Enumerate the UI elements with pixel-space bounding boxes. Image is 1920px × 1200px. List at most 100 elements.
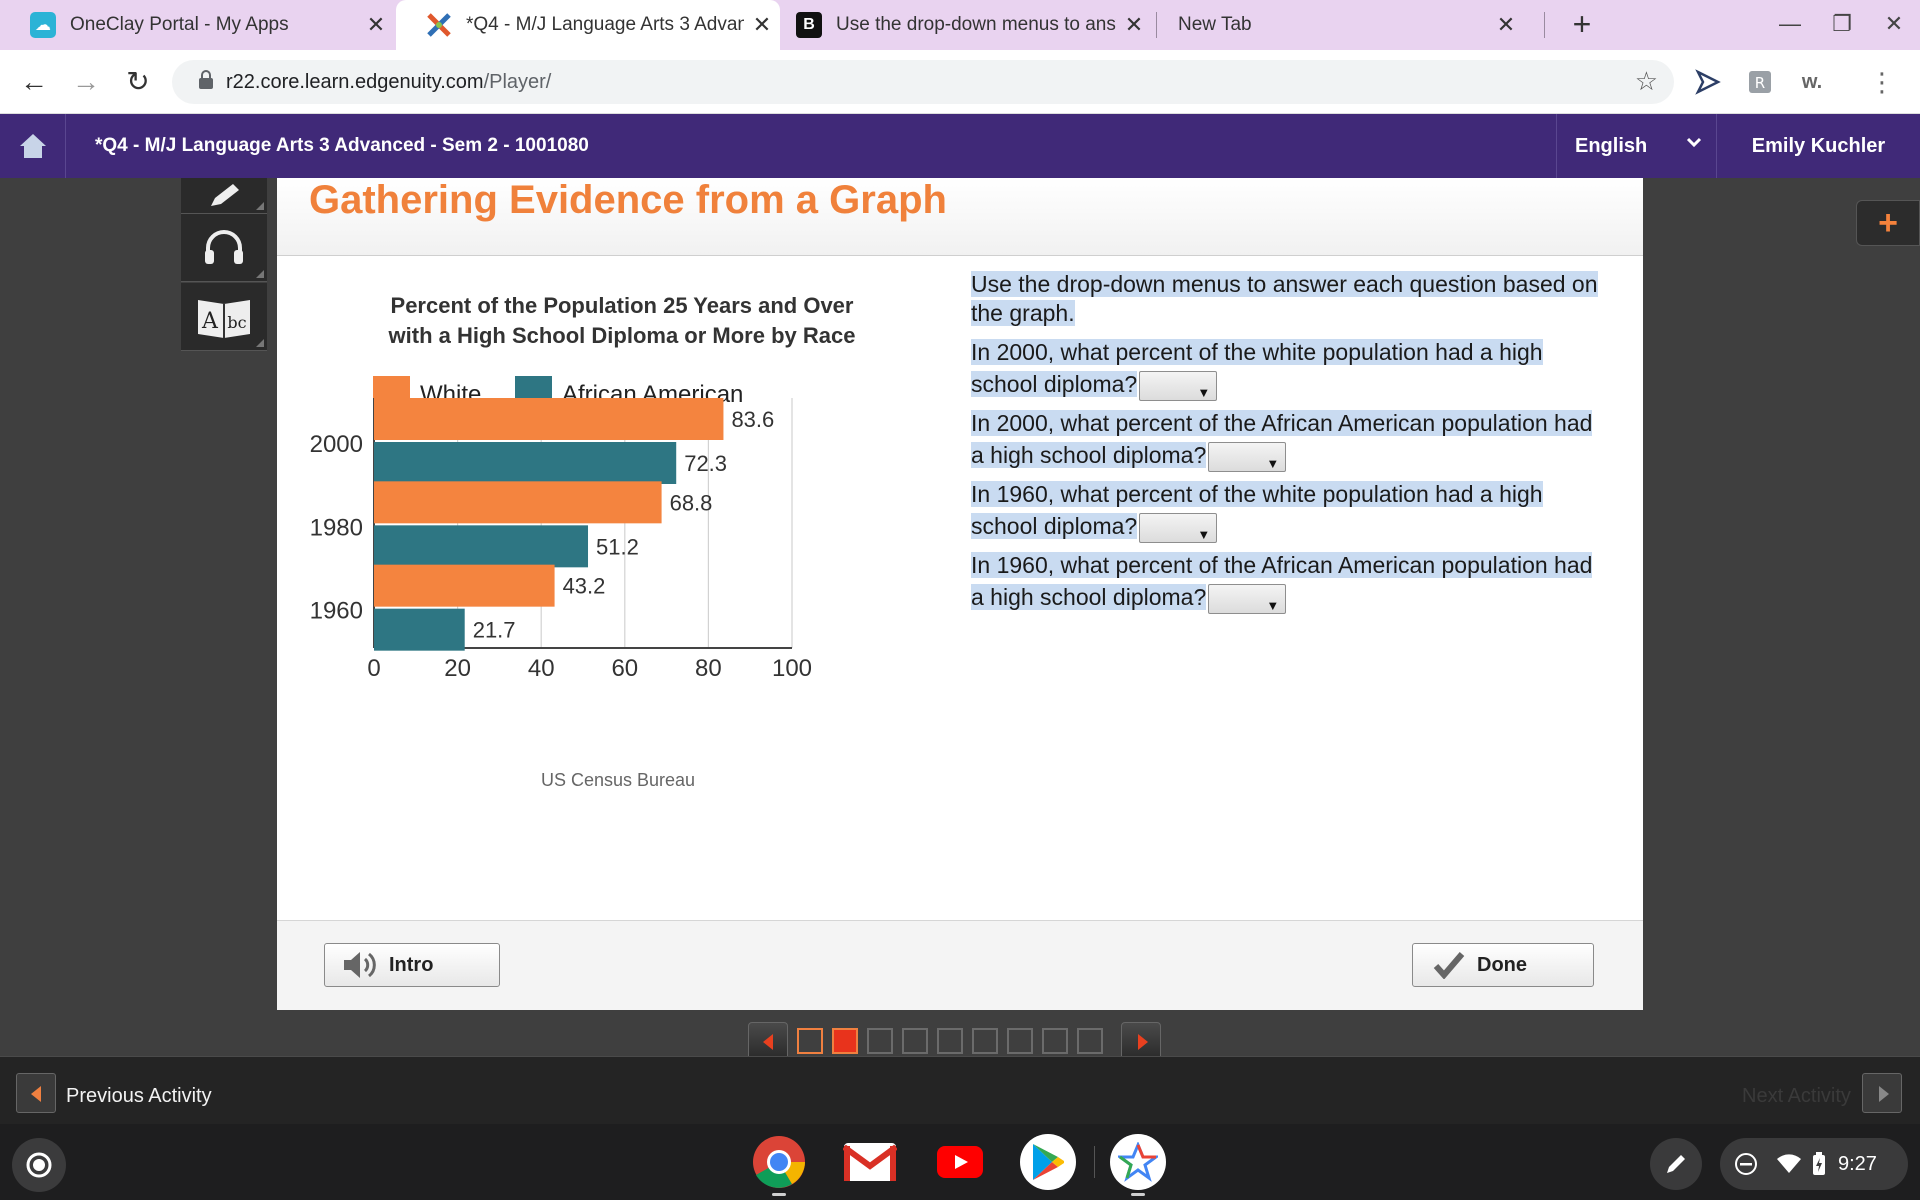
extension-send-icon[interactable] [1690,64,1726,100]
bar-1960-white [374,564,555,607]
play-store-app-icon[interactable] [1020,1134,1076,1190]
chart-title-line-2: with a High School Diploma or More by Ra… [388,323,856,348]
audio-tool-button[interactable] [181,214,267,282]
home-button[interactable] [0,114,66,178]
page-box-9[interactable] [1077,1028,1103,1054]
previous-activity-label[interactable]: Previous Activity [66,1085,212,1107]
lesson-footer: Intro Done [277,920,1643,1010]
stylus-tools-button[interactable] [1650,1138,1702,1190]
page-box-4[interactable] [902,1028,928,1054]
page-box-6[interactable] [972,1028,998,1054]
cloud-icon: ☁ [30,12,56,38]
tab-oneclay[interactable]: ☁ OneClay Portal - My Apps ✕ [0,0,394,50]
browser-toolbar: ← → ↻ r22.core.learn.edgenuity.com/Playe… [0,50,1920,114]
extension-puzzle-icon[interactable]: R [1742,64,1778,100]
page-box-7[interactable] [1007,1028,1033,1054]
next-activity-label: Next Activity [1742,1085,1851,1107]
arrow-right-icon [1138,1034,1148,1050]
back-icon[interactable]: ← [20,66,48,97]
bar-1980-white [374,481,662,524]
forward-icon[interactable]: → [72,66,100,97]
bar-value-label: 72.3 [684,451,727,476]
tab-new-tab[interactable]: New Tab ✕ [1162,0,1524,50]
page-boxes [788,1028,1103,1054]
course-header: *Q4 - M/J Language Arts 3 Advanced - Sem… [0,114,1920,178]
pencil-tool-button[interactable] [181,178,267,214]
tab-title: New Tab [1178,14,1252,35]
tab-close-icon[interactable]: ✕ [1496,12,1516,37]
page-box-2[interactable] [832,1028,858,1054]
bar-value-label: 21.7 [473,618,516,643]
page-title: Gathering Evidence from a Graph [309,178,947,222]
window-close-icon[interactable]: ✕ [1884,11,1904,36]
arrow-right-icon [1879,1086,1889,1102]
x-tick-label: 20 [444,655,471,682]
restore-icon[interactable]: ❐ [1832,11,1852,36]
wifi-icon [1776,1153,1802,1175]
tab-title: Use the drop-down menus to answer each q… [836,14,1116,35]
running-indicator [1131,1193,1145,1196]
instructions-text: Use the drop-down menus to answer each q… [971,271,1598,326]
tab-edgenuity[interactable]: *Q4 - M/J Language Arts 3 Advanced ✕ [396,0,780,50]
launcher-button[interactable] [12,1138,66,1192]
url-path: /Player/ [483,70,552,93]
chrome-app-icon[interactable] [751,1134,807,1190]
answer-dropdown-4[interactable] [1208,583,1287,622]
question-3: In 1960, what percent of the white popul… [971,478,1611,551]
home-icon [19,134,46,158]
bookmark-star-icon[interactable]: ☆ [1634,66,1658,96]
answer-dropdown-3[interactable] [1139,512,1218,551]
launcher-circle-icon [26,1152,52,1178]
chart-category-labels: 2000 1980 1960 [310,431,363,625]
x-tick-label: 60 [611,655,638,682]
url-text: r22.core.learn.edgenuity.com/Player/ [226,71,551,94]
youtube-app-icon[interactable] [932,1134,988,1190]
svg-text:bc: bc [227,313,246,332]
tab-close-icon[interactable]: ✕ [752,12,772,37]
next-page-button[interactable] [1121,1022,1161,1060]
status-tray[interactable]: 9:27 [1720,1138,1908,1190]
intro-button[interactable]: Intro [324,943,500,987]
bar-value-label: 43.2 [563,574,606,599]
os-shelf: 9:27 [0,1124,1920,1200]
lesson-frame: Gathering Evidence from a Graph Percent … [277,178,1643,1010]
tab-title: *Q4 - M/J Language Arts 3 Advanced [466,14,744,35]
svg-text:A: A [201,309,219,334]
activity-bar: Previous Activity Next Activity [0,1056,1920,1124]
bar-value-label: 51.2 [596,534,639,559]
speaker-icon [344,952,376,978]
minimize-icon[interactable]: — [1779,11,1801,36]
question-2: In 2000, what percent of the African Ame… [971,407,1611,480]
reload-icon[interactable]: ↻ [126,66,150,97]
gmail-app-icon[interactable] [842,1134,898,1190]
answer-dropdown-1[interactable] [1139,370,1218,409]
checkmark-icon [1433,952,1465,979]
done-button[interactable]: Done [1412,943,1594,987]
page-box-3[interactable] [867,1028,893,1054]
question-1: In 2000, what percent of the white popul… [971,336,1611,409]
page-box-8[interactable] [1042,1028,1068,1054]
prev-page-button[interactable] [748,1022,788,1060]
browser-menu-icon[interactable]: ⋮ [1869,66,1895,97]
user-name[interactable]: Emily Kuchler [1716,114,1920,178]
page-box-5[interactable] [937,1028,963,1054]
tab-close-icon[interactable]: ✕ [1124,12,1144,37]
address-bar[interactable]: r22.core.learn.edgenuity.com/Player/ ☆ [172,60,1674,104]
extension-w-icon[interactable]: w. [1801,70,1823,93]
instructions: Use the drop-down menus to answer each q… [971,270,1611,328]
tab-brainly[interactable]: B Use the drop-down menus to answer each… [782,0,1152,50]
question-panel: Use the drop-down menus to answer each q… [971,270,1611,622]
x-tick-label: 40 [528,655,555,682]
new-tab-button[interactable]: + [1572,6,1592,42]
language-select[interactable]: English [1556,114,1716,178]
expand-plus-button[interactable]: + [1856,200,1920,246]
star-app-icon[interactable] [1110,1134,1166,1190]
question-4: In 1960, what percent of the African Ame… [971,549,1611,622]
tab-close-icon[interactable]: ✕ [366,12,386,37]
battery-icon [1812,1152,1826,1176]
previous-activity-button[interactable] [16,1073,56,1113]
page-box-1[interactable] [797,1028,823,1054]
answer-dropdown-2[interactable] [1208,441,1287,480]
